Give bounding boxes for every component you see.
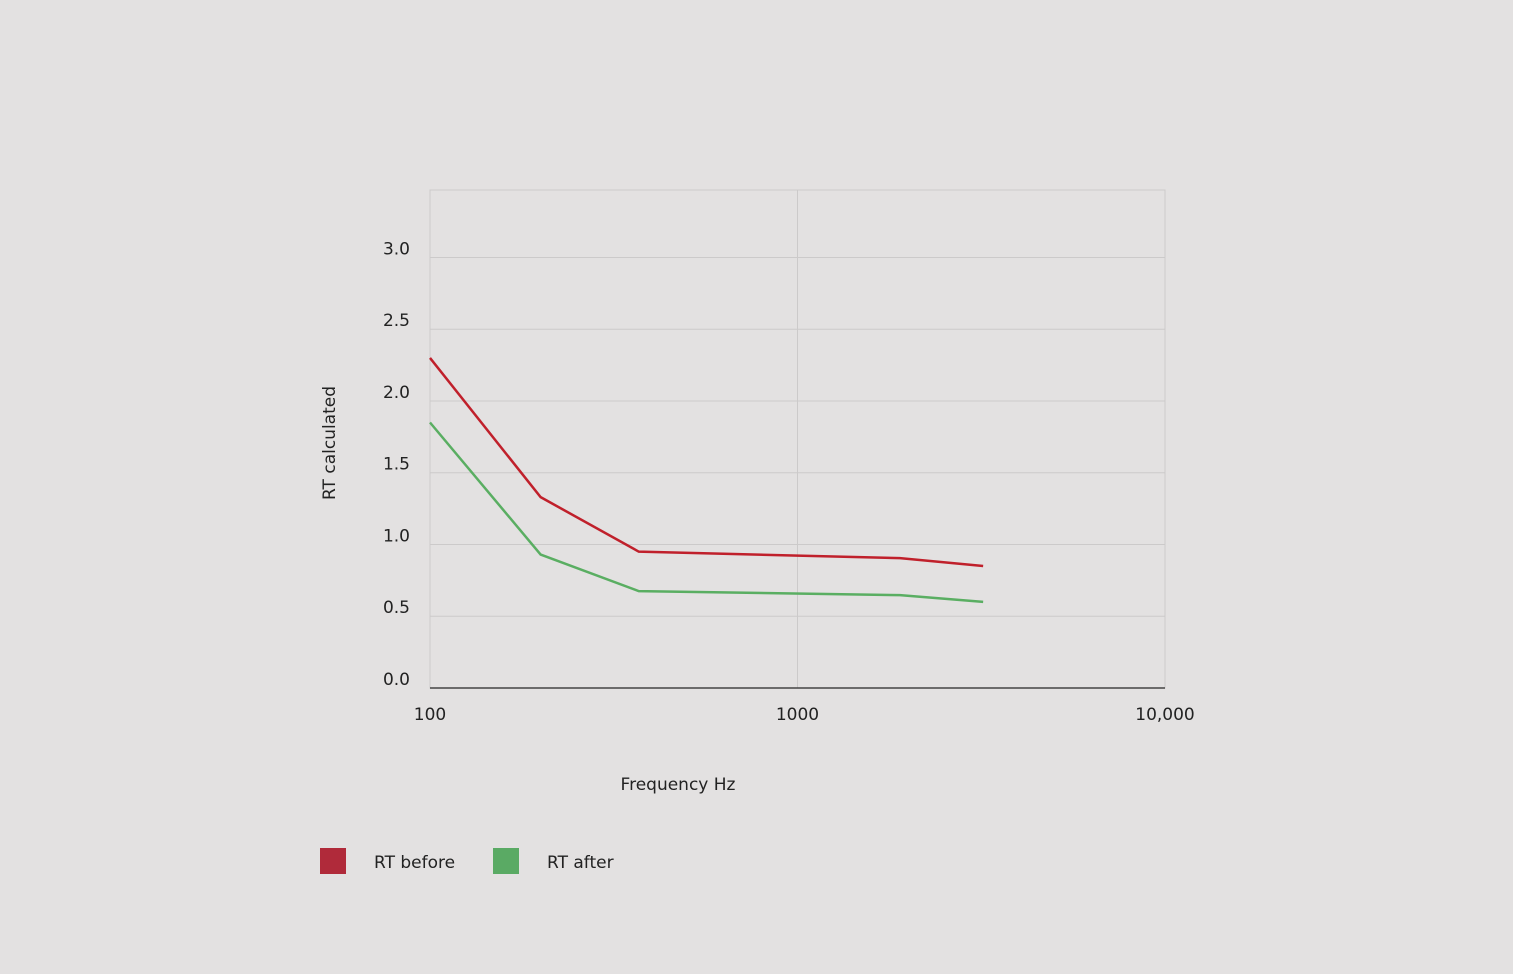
x-axis-title: Frequency Hz (621, 775, 736, 795)
y-tick-label: 0.0 (383, 670, 410, 690)
legend-swatch (320, 848, 346, 874)
legend-swatch (493, 848, 519, 874)
y-axis-title: RT calculated (320, 386, 340, 500)
y-tick-label: 2.0 (383, 383, 410, 403)
legend-label: RT after (547, 853, 614, 873)
series-line (429, 421, 984, 604)
y-tick-label: 0.5 (383, 598, 410, 618)
x-tick-label: 100 (414, 705, 446, 725)
x-tick-label: 1000 (776, 705, 819, 725)
y-tick-label: 1.5 (383, 455, 410, 475)
x-tick-label: 10,000 (1135, 705, 1194, 725)
y-tick-label: 2.5 (383, 311, 410, 331)
y-tick-label: 1.0 (383, 526, 410, 546)
legend-label: RT before (374, 853, 455, 873)
y-tick-label: 3.0 (383, 239, 410, 259)
series-line (429, 357, 984, 568)
